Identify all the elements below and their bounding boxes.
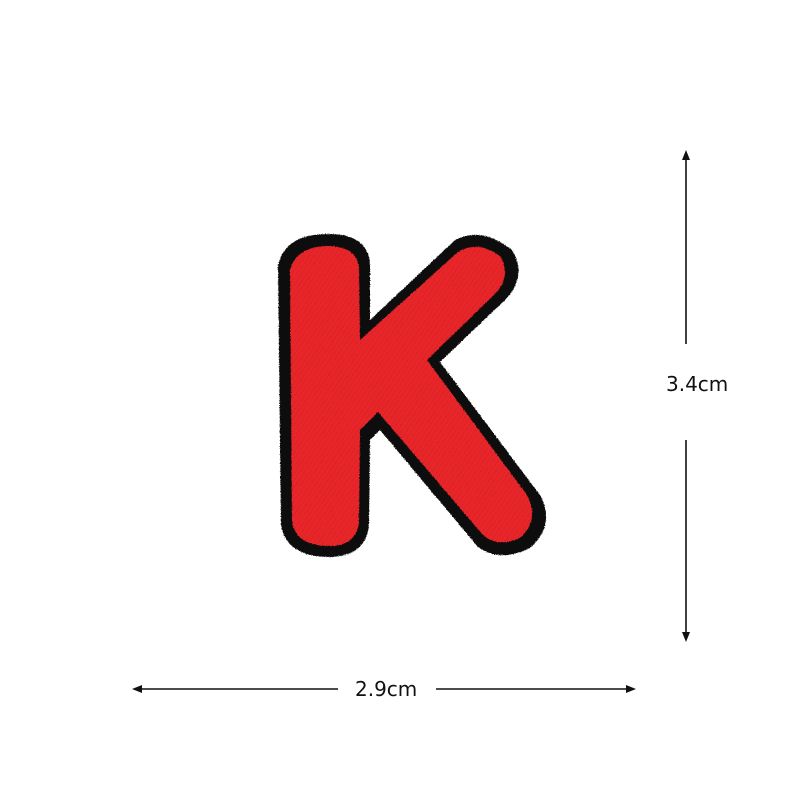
arrow-right-icon — [626, 685, 636, 693]
arrow-left-icon — [132, 685, 142, 693]
height-measurement-label: 3.4cm — [666, 372, 729, 396]
height-dimension-arrow — [682, 150, 690, 642]
width-dimension-arrow — [132, 685, 636, 693]
letter-k-patch — [278, 233, 547, 557]
arrow-down-icon — [682, 632, 690, 642]
width-measurement-label: 2.9cm — [355, 677, 418, 701]
arrow-up-icon — [682, 150, 690, 160]
patch-fill — [290, 246, 533, 546]
